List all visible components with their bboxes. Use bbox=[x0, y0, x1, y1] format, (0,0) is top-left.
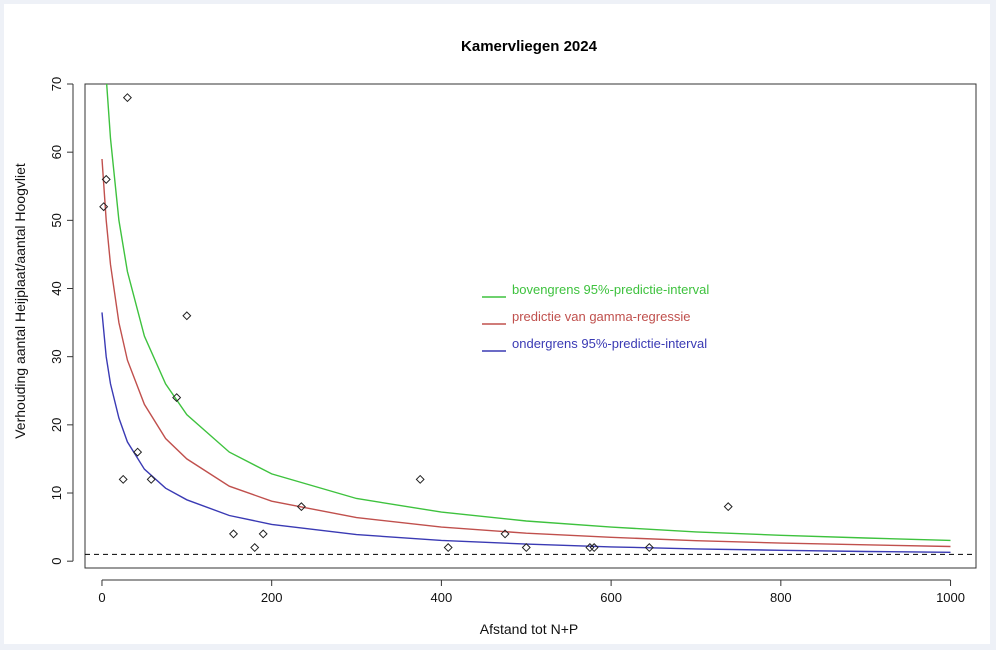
data-point bbox=[585, 543, 595, 553]
data-point bbox=[146, 474, 156, 484]
data-point bbox=[133, 447, 143, 457]
y-tick-label: 0 bbox=[49, 558, 64, 565]
curve-layer bbox=[101, 84, 951, 553]
series-line-2 bbox=[101, 312, 951, 553]
plot-border bbox=[84, 83, 977, 569]
legend: bovengrens 95%-predictie-interval predict… bbox=[482, 282, 709, 352]
chart-title: Kamervliegen 2024 bbox=[461, 38, 598, 55]
data-point bbox=[500, 529, 510, 539]
data-point bbox=[443, 543, 453, 553]
data-point bbox=[258, 529, 268, 539]
data-point bbox=[228, 529, 239, 539]
axis-layer: 0 200 400 600 800 1000 0 10 20 30 40 50 60 70 bbox=[49, 77, 965, 605]
data-point bbox=[118, 474, 128, 484]
x-axis-label: Afstand tot N+P bbox=[480, 621, 578, 637]
legend-label-2: ondergrens 95%-predictie-interval bbox=[512, 336, 707, 351]
legend-label-0: bovengrens 95%-predictie-interval bbox=[512, 282, 709, 297]
x-tick-label: 200 bbox=[261, 590, 283, 605]
y-tick-label: 70 bbox=[49, 77, 64, 91]
data-point bbox=[521, 543, 531, 553]
series-line-1 bbox=[101, 158, 951, 548]
data-point bbox=[172, 393, 182, 403]
data-point bbox=[250, 543, 260, 553]
y-tick-label: 60 bbox=[49, 145, 64, 159]
y-tick-label: 20 bbox=[49, 418, 64, 432]
y-tick-label: 10 bbox=[49, 486, 64, 500]
x-tick-label: 1000 bbox=[936, 590, 965, 605]
x-tick-label: 800 bbox=[770, 590, 792, 605]
data-point bbox=[296, 502, 306, 512]
series-line-0 bbox=[105, 84, 951, 542]
data-point bbox=[122, 93, 132, 103]
x-tick-label: 600 bbox=[600, 590, 622, 605]
data-point bbox=[182, 311, 192, 321]
y-tick-label: 30 bbox=[49, 349, 64, 363]
data-point bbox=[99, 202, 109, 212]
data-point bbox=[644, 543, 654, 553]
point-layer bbox=[99, 93, 733, 553]
chart-frame: Kamervliegen 2024 Afstand tot N+P Verhou… bbox=[4, 4, 990, 644]
x-tick-label: 400 bbox=[431, 590, 453, 605]
y-axis-label: Verhouding aantal Heijplaat/aantal Hoogv… bbox=[12, 163, 28, 439]
data-point bbox=[589, 543, 599, 553]
x-tick-label: 0 bbox=[98, 590, 105, 605]
data-point bbox=[101, 174, 111, 184]
y-tick-label: 50 bbox=[49, 213, 64, 227]
legend-label-1: predictie van gamma-regressie bbox=[512, 309, 690, 324]
data-point bbox=[415, 474, 425, 484]
chart: Kamervliegen 2024 Afstand tot N+P Verhou… bbox=[12, 38, 977, 637]
data-point bbox=[723, 502, 733, 512]
y-tick-label: 40 bbox=[49, 281, 64, 295]
